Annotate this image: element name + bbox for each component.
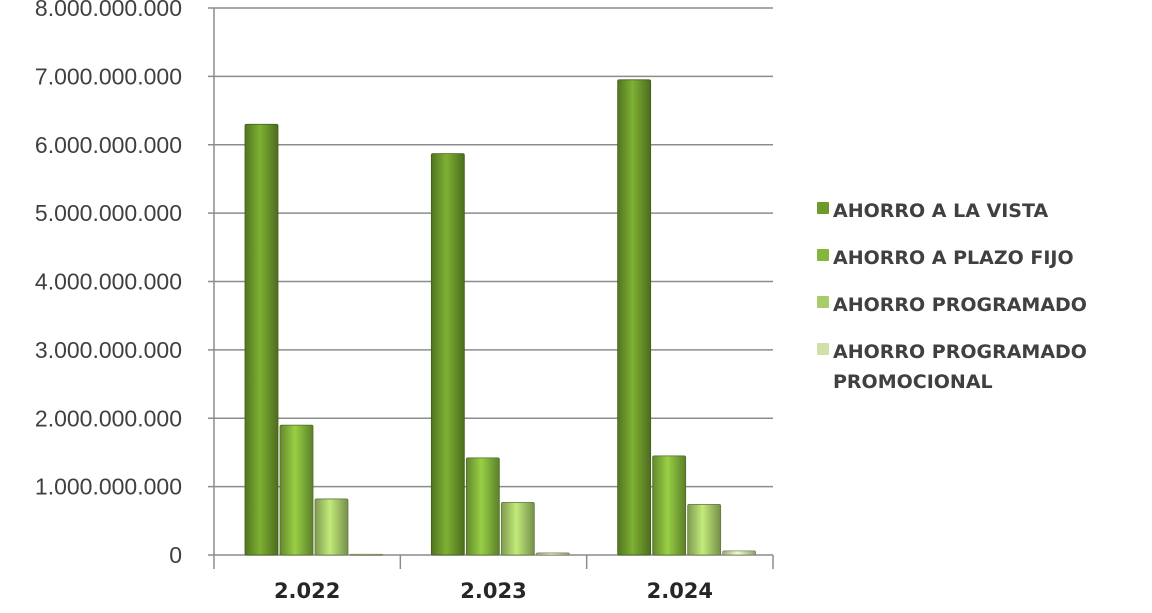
y-tick-label: 2.000.000.000 <box>35 405 182 431</box>
legend-swatch <box>817 202 829 214</box>
x-tick-label: 2.023 <box>460 579 526 603</box>
bar-ahorro-a-plazo-fijo-2.022 <box>279 424 314 556</box>
y-tick-label: 1.000.000.000 <box>35 474 182 500</box>
bar-ahorro-a-la-vista-2.024 <box>617 79 652 556</box>
bar-ahorro-programado-2.022 <box>314 498 349 556</box>
y-tick-label: 6.000.000.000 <box>35 132 182 158</box>
legend-label: AHORRO PROGRAMADO <box>833 294 1087 316</box>
legend-swatch <box>817 249 829 261</box>
legend-item-ahorro-a-plazo-fijo: AHORRO A PLAZO FIJO <box>817 243 1147 273</box>
legend-item-ahorro-a-la-vista: AHORRO A LA VISTA <box>817 196 1147 226</box>
legend-label: AHORRO A PLAZO FIJO <box>833 247 1074 269</box>
legend-label: AHORRO A LA VISTA <box>833 200 1049 222</box>
bar-ahorro-a-la-vista-2.022 <box>244 123 279 556</box>
y-tick-label: 4.000.000.000 <box>35 269 182 295</box>
bar-ahorro-a-plazo-fijo-2.023 <box>465 457 500 556</box>
x-tick-label: 2.022 <box>274 579 340 603</box>
legend-swatch <box>817 343 829 355</box>
bar-ahorro-programado-2.023 <box>500 501 535 556</box>
bar-ahorro-programado-promocional-2.022 <box>349 553 384 556</box>
legend-swatch <box>817 296 829 308</box>
y-tick-label: 5.000.000.000 <box>35 200 182 226</box>
bar-ahorro-a-la-vista-2.023 <box>430 153 465 556</box>
y-tick-label: 8.000.000.000 <box>35 0 182 21</box>
bar-ahorro-programado-promocional-2.024 <box>722 550 757 556</box>
legend-item-ahorro-programado: AHORRO PROGRAMADO <box>817 290 1147 320</box>
legend: AHORRO A LA VISTA AHORRO A PLAZO FIJO AH… <box>817 196 1147 414</box>
bar-ahorro-a-plazo-fijo-2.024 <box>652 455 687 556</box>
bar-ahorro-programado-2.024 <box>687 504 722 556</box>
y-tick-label: 3.000.000.000 <box>35 337 182 363</box>
legend-item-ahorro-programado-promocional: AHORRO PROGRAMADO PROMOCIONAL <box>817 337 1147 397</box>
x-tick-label: 2.024 <box>647 579 713 603</box>
y-tick-label: 7.000.000.000 <box>35 63 182 89</box>
bar-ahorro-programado-promocional-2.023 <box>535 552 570 556</box>
y-tick-label: 0 <box>169 542 182 568</box>
legend-label: AHORRO PROGRAMADO PROMOCIONAL <box>833 341 1087 393</box>
